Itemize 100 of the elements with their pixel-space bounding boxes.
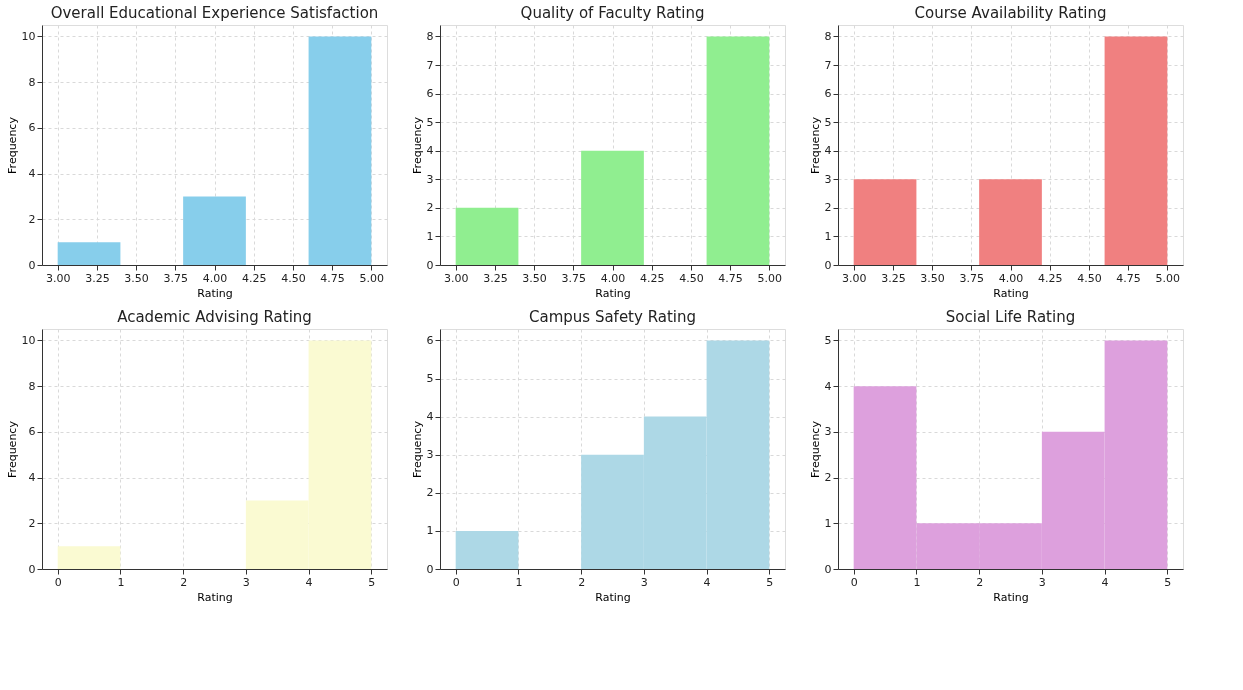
y-tick-label: 8 [426, 29, 434, 43]
y-tick-label: 0 [824, 258, 832, 272]
y-tick-label: 1 [824, 516, 832, 530]
y-tick-label: 6 [426, 333, 434, 347]
x-tick-label: 4.75 [718, 271, 743, 285]
y-tick-label: 1 [426, 524, 434, 538]
x-tick-label: 2 [578, 575, 586, 589]
y-tick-label: 2 [824, 471, 832, 485]
x-tick-label: 1 [913, 575, 921, 589]
y-axis-title: Frequency [410, 420, 424, 478]
y-tick-label: 10 [21, 29, 36, 43]
y-tick-label: 6 [824, 87, 832, 101]
y-tick-label: 2 [426, 486, 434, 500]
x-tick-label: 4.25 [241, 271, 267, 285]
x-tick-label: 4.50 [679, 271, 704, 285]
x-tick-label: 3.50 [124, 271, 149, 285]
y-tick-label: 0 [824, 562, 832, 576]
y-tick-label: 5 [824, 115, 832, 129]
x-tick-label: 3.50 [920, 271, 945, 285]
x-tick-label: 5 [766, 575, 774, 589]
y-tick-label: 3 [426, 172, 434, 186]
y-axis-title: Frequency [808, 420, 822, 478]
x-axis-title: Rating [993, 286, 1029, 300]
y-tick-label: 1 [824, 229, 832, 243]
y-tick-label: 6 [28, 121, 36, 135]
x-tick-label: 3.00 [443, 271, 469, 285]
y-tick-label: 3 [426, 448, 434, 462]
y-tick-label: 3 [824, 425, 832, 439]
x-axis-title: Rating [197, 286, 233, 300]
x-tick-label: 5.00 [757, 271, 783, 285]
y-tick-label: 4 [824, 144, 832, 158]
x-tick-label: 4.50 [1077, 271, 1102, 285]
y-tick-label: 0 [28, 258, 36, 272]
x-tick-label: 3.25 [483, 271, 508, 285]
x-tick-label: 4.00 [202, 271, 228, 285]
x-tick-label: 5.00 [359, 271, 385, 285]
y-axis-title: Frequency [5, 420, 19, 478]
x-axis-title: Rating [197, 590, 233, 604]
x-tick-label: 3.50 [522, 271, 547, 285]
y-tick-label: 4 [426, 144, 434, 158]
x-tick-label: 0 [850, 575, 858, 589]
chart-title: Academic Advising Rating [117, 308, 312, 326]
y-tick-label: 0 [426, 258, 434, 272]
x-tick-label: 4 [1101, 575, 1109, 589]
y-tick-label: 4 [28, 471, 36, 485]
y-tick-label: 7 [824, 58, 832, 72]
x-tick-label: 1 [117, 575, 125, 589]
x-tick-label: 5.00 [1155, 271, 1181, 285]
x-tick-label: 2 [180, 575, 188, 589]
y-tick-label: 4 [28, 167, 36, 181]
x-tick-label: 4.25 [1037, 271, 1063, 285]
y-tick-label: 4 [824, 379, 832, 393]
x-tick-label: 4.00 [600, 271, 626, 285]
y-tick-label: 4 [426, 410, 434, 424]
chart-title: Overall Educational Experience Satisfaction [50, 4, 379, 22]
y-tick-label: 5 [426, 115, 434, 129]
x-tick-label: 3.00 [45, 271, 71, 285]
y-tick-label: 10 [21, 333, 36, 347]
x-tick-label: 4.50 [281, 271, 306, 285]
x-tick-label: 3.25 [85, 271, 110, 285]
chart-title: Course Availability Rating [914, 4, 1107, 22]
x-tick-label: 3.25 [881, 271, 906, 285]
y-tick-label: 2 [28, 212, 36, 226]
y-tick-label: 1 [426, 229, 434, 243]
chart-title: Campus Safety Rating [529, 308, 696, 326]
y-tick-label: 0 [28, 562, 36, 576]
x-tick-label: 4.75 [320, 271, 345, 285]
y-tick-label: 8 [824, 29, 832, 43]
y-tick-label: 3 [824, 172, 832, 186]
y-axis-title: Frequency [410, 116, 424, 174]
x-tick-label: 3 [242, 575, 250, 589]
y-tick-label: 6 [28, 425, 36, 439]
x-tick-label: 2 [976, 575, 984, 589]
y-axis-title: Frequency [808, 116, 822, 174]
y-tick-label: 5 [824, 333, 832, 347]
y-axis-title: Frequency [5, 116, 19, 174]
x-tick-label: 3.75 [561, 271, 587, 285]
x-tick-label: 3.00 [841, 271, 867, 285]
x-axis-title: Rating [595, 286, 631, 300]
x-axis-title: Rating [595, 590, 631, 604]
y-tick-label: 8 [28, 75, 36, 89]
x-tick-label: 4.25 [639, 271, 665, 285]
x-tick-label: 4.75 [1116, 271, 1141, 285]
y-tick-label: 5 [426, 372, 434, 386]
y-tick-label: 7 [426, 58, 434, 72]
y-tick-label: 2 [824, 201, 832, 215]
x-tick-label: 3 [1038, 575, 1046, 589]
x-tick-label: 3 [640, 575, 648, 589]
x-axis-title: Rating [993, 590, 1029, 604]
y-tick-label: 2 [426, 201, 434, 215]
x-tick-label: 3.75 [163, 271, 189, 285]
x-tick-label: 0 [452, 575, 460, 589]
x-tick-label: 4 [703, 575, 711, 589]
x-tick-label: 1 [515, 575, 523, 589]
y-tick-label: 2 [28, 516, 36, 530]
y-tick-label: 8 [28, 379, 36, 393]
x-tick-label: 4 [305, 575, 313, 589]
x-tick-label: 3.75 [959, 271, 985, 285]
y-tick-label: 0 [426, 562, 434, 576]
y-tick-label: 6 [426, 87, 434, 101]
